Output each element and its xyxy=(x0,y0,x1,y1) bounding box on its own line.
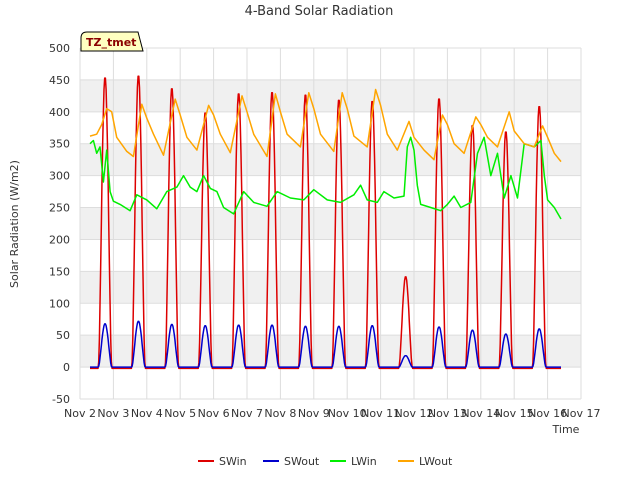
x-tick-label: Nov 12 xyxy=(395,407,434,420)
x-tick-label: Nov 6 xyxy=(198,407,230,420)
plot-band xyxy=(80,79,581,112)
x-tick-label: Nov 14 xyxy=(461,407,500,420)
chart-title: 4-Band Solar Radiation xyxy=(245,4,394,19)
y-tick-label: -50 xyxy=(52,393,70,406)
x-tick-label: Nov 17 xyxy=(562,407,601,420)
y-tick-label: 250 xyxy=(49,202,70,215)
x-tick-label: Nov 5 xyxy=(164,407,196,420)
plot-bands xyxy=(80,48,581,399)
x-tick-label: Nov 13 xyxy=(428,407,467,420)
y-tick-label: 500 xyxy=(49,42,70,55)
y-tick-label: 300 xyxy=(49,170,70,183)
tz-annotation-box xyxy=(80,31,144,52)
grid-lines xyxy=(79,47,582,400)
x-tick-label: Nov 10 xyxy=(328,407,367,420)
plot-band xyxy=(80,271,581,304)
tz-annotation-text: TZ_tmet xyxy=(86,36,136,49)
plot-band xyxy=(80,143,581,176)
x-tick-label: Nov 8 xyxy=(264,407,296,420)
y-axis-label: Solar Radiation (W/m2) xyxy=(8,160,21,288)
x-tick-label: Nov 4 xyxy=(131,407,163,420)
plot-band xyxy=(80,207,581,240)
legend-label-swin: SWin xyxy=(219,455,247,468)
legend: SWin SWout LWin LWout xyxy=(198,455,453,468)
series-line-swin xyxy=(89,75,562,370)
x-axis-ticks: Nov 2 Nov 3 Nov 4 Nov 5 Nov 6 Nov 7 Nov 8 Nov 9… xyxy=(64,407,600,420)
y-tick-label: 0 xyxy=(63,361,70,374)
y-tick-label: 450 xyxy=(49,74,70,87)
x-tick-label: Nov 2 xyxy=(64,407,96,420)
series-line-lwin xyxy=(89,136,562,220)
y-tick-label: 350 xyxy=(49,138,70,151)
legend-label-swout: SWout xyxy=(284,455,320,468)
data-series xyxy=(89,75,562,370)
legend-label-lwout: LWout xyxy=(419,455,453,468)
y-tick-label: 100 xyxy=(49,297,70,310)
x-tick-label: Nov 15 xyxy=(495,407,534,420)
y-axis-ticks: -50 0 50 100 150 200 250 300 350 400 450 500 xyxy=(49,42,70,406)
plot-band xyxy=(80,335,581,368)
y-tick-label: 150 xyxy=(49,265,70,278)
y-tick-label: 400 xyxy=(49,106,70,119)
x-axis-label: Time xyxy=(552,423,580,436)
x-tick-label: Nov 9 xyxy=(298,407,330,420)
y-tick-label: 50 xyxy=(56,329,70,342)
y-tick-label: 200 xyxy=(49,233,70,246)
x-tick-label: Nov 3 xyxy=(97,407,129,420)
x-tick-label: Nov 11 xyxy=(361,407,400,420)
x-tick-label: Nov 7 xyxy=(231,407,263,420)
legend-label-lwin: LWin xyxy=(351,455,377,468)
tz-annotation: TZ_tmet xyxy=(80,31,144,52)
x-tick-label: Nov 16 xyxy=(528,407,567,420)
series-line-swout xyxy=(89,320,562,368)
series-line-lwout xyxy=(89,88,562,163)
